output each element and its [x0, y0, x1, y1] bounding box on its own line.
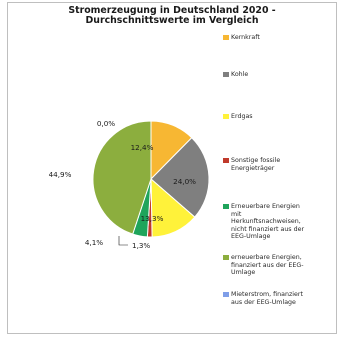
data-label: 12,4% — [131, 143, 154, 152]
pie-slice — [92, 120, 152, 235]
legend-item: Mieterstrom, finanziert aus der EEG-Umlag… — [223, 291, 341, 306]
legend-label: Mieterstrom, finanziert aus der EEG-Umlag… — [231, 291, 303, 306]
legend-swatch — [223, 292, 229, 297]
data-label: 13,3% — [141, 214, 164, 223]
chart-title-line-2: Durchschnittswerte im Vergleich — [85, 15, 259, 26]
legend-swatch — [223, 255, 229, 260]
legend-label: Sonstige fossile Energieträger — [231, 157, 281, 172]
data-label: 4,1% — [85, 238, 103, 247]
chart-title-line-1: Stromerzeugung in Deutschland 2020 - — [68, 5, 276, 16]
legend-label: Kohle — [231, 71, 249, 78]
legend-item: Kernkraft — [223, 34, 341, 42]
data-label: 44,9% — [49, 170, 72, 179]
leader-line — [118, 236, 128, 246]
legend-item: Sonstige fossile Energieträger — [223, 157, 341, 172]
legend-swatch — [223, 35, 229, 40]
legend-label: erneuerbare Energien, finanziert aus der … — [231, 254, 304, 277]
legend-swatch — [223, 204, 229, 209]
pie-slice — [150, 137, 210, 218]
legend-label: Erneuerbare Energien mit Herkunftsnachweis… — [231, 203, 305, 241]
legend-item: Erneuerbare Energien mit Herkunftsnachweis… — [223, 203, 341, 241]
chart-title: Stromerzeugung in Deutschland 2020 - Dur… — [8, 6, 336, 26]
legend-swatch — [223, 114, 229, 119]
data-label: 24,0% — [173, 177, 196, 186]
legend-item: Kohle — [223, 71, 341, 79]
legend-item: erneuerbare Energien, finanziert aus der … — [223, 254, 341, 277]
data-label: 1,3% — [132, 241, 150, 250]
legend-item: Erdgas — [223, 113, 341, 121]
legend-label: Erdgas — [231, 113, 253, 120]
legend-swatch — [223, 72, 229, 77]
legend-swatch — [223, 158, 229, 163]
data-label: 0,0% — [97, 119, 115, 128]
legend-label: Kernkraft — [231, 34, 260, 41]
